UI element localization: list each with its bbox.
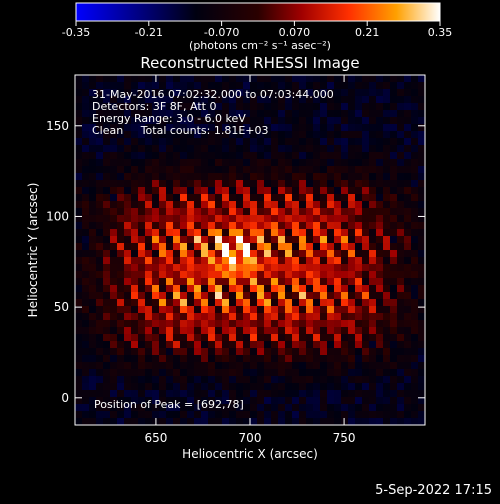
annotation-line-3: Energy Range: 3.0 - 6.0 keV xyxy=(92,112,246,125)
peak-position-label: Position of Peak = [692,78] xyxy=(94,398,244,411)
colorbar-ticks: -0.35 -0.21 -0.070 0.070 0.21 0.35 xyxy=(62,21,452,39)
y-tick-label: 150 xyxy=(46,119,69,133)
colorbar-tick-label: 0.21 xyxy=(355,26,380,39)
x-axis-ticks: 650 700 750 xyxy=(144,75,356,445)
footer-date: 5-Sep-2022 17:15 xyxy=(375,483,492,498)
colorbar-tick-label: -0.21 xyxy=(135,26,163,39)
annotation-line-4: Clean Total counts: 1.81E+03 xyxy=(92,124,269,137)
y-axis-label: Heliocentric Y (arcsec) xyxy=(26,183,40,318)
colorbar-tick-label: -0.35 xyxy=(62,26,90,39)
colorbar-tick-label: 0.35 xyxy=(428,26,453,39)
x-tick-label: 650 xyxy=(144,431,167,445)
annotation-line-2: Detectors: 3F 8F, Att 0 xyxy=(92,100,216,113)
heatmap-image xyxy=(75,75,425,425)
chart-title: Reconstructed RHESSI Image xyxy=(140,54,359,72)
colorbar-tick-label: 0.070 xyxy=(279,26,311,39)
colorbar-tick-label: -0.070 xyxy=(204,26,239,39)
y-tick-label: 0 xyxy=(61,391,69,405)
colorbar-unit-label: (photons cm⁻² s⁻¹ asec⁻²) xyxy=(189,39,331,52)
y-tick-label: 50 xyxy=(54,300,69,314)
y-axis-ticks: 0 50 100 150 xyxy=(46,119,425,405)
colorbar xyxy=(75,2,441,22)
x-axis-label: Heliocentric X (arcsec) xyxy=(182,447,318,461)
x-tick-label: 700 xyxy=(239,431,262,445)
y-tick-label: 100 xyxy=(46,209,69,223)
x-tick-label: 750 xyxy=(333,431,356,445)
annotation-block: 31-May-2016 07:02:32.000 to 07:03:44.000… xyxy=(92,88,334,137)
annotation-line-1: 31-May-2016 07:02:32.000 to 07:03:44.000 xyxy=(92,88,334,101)
